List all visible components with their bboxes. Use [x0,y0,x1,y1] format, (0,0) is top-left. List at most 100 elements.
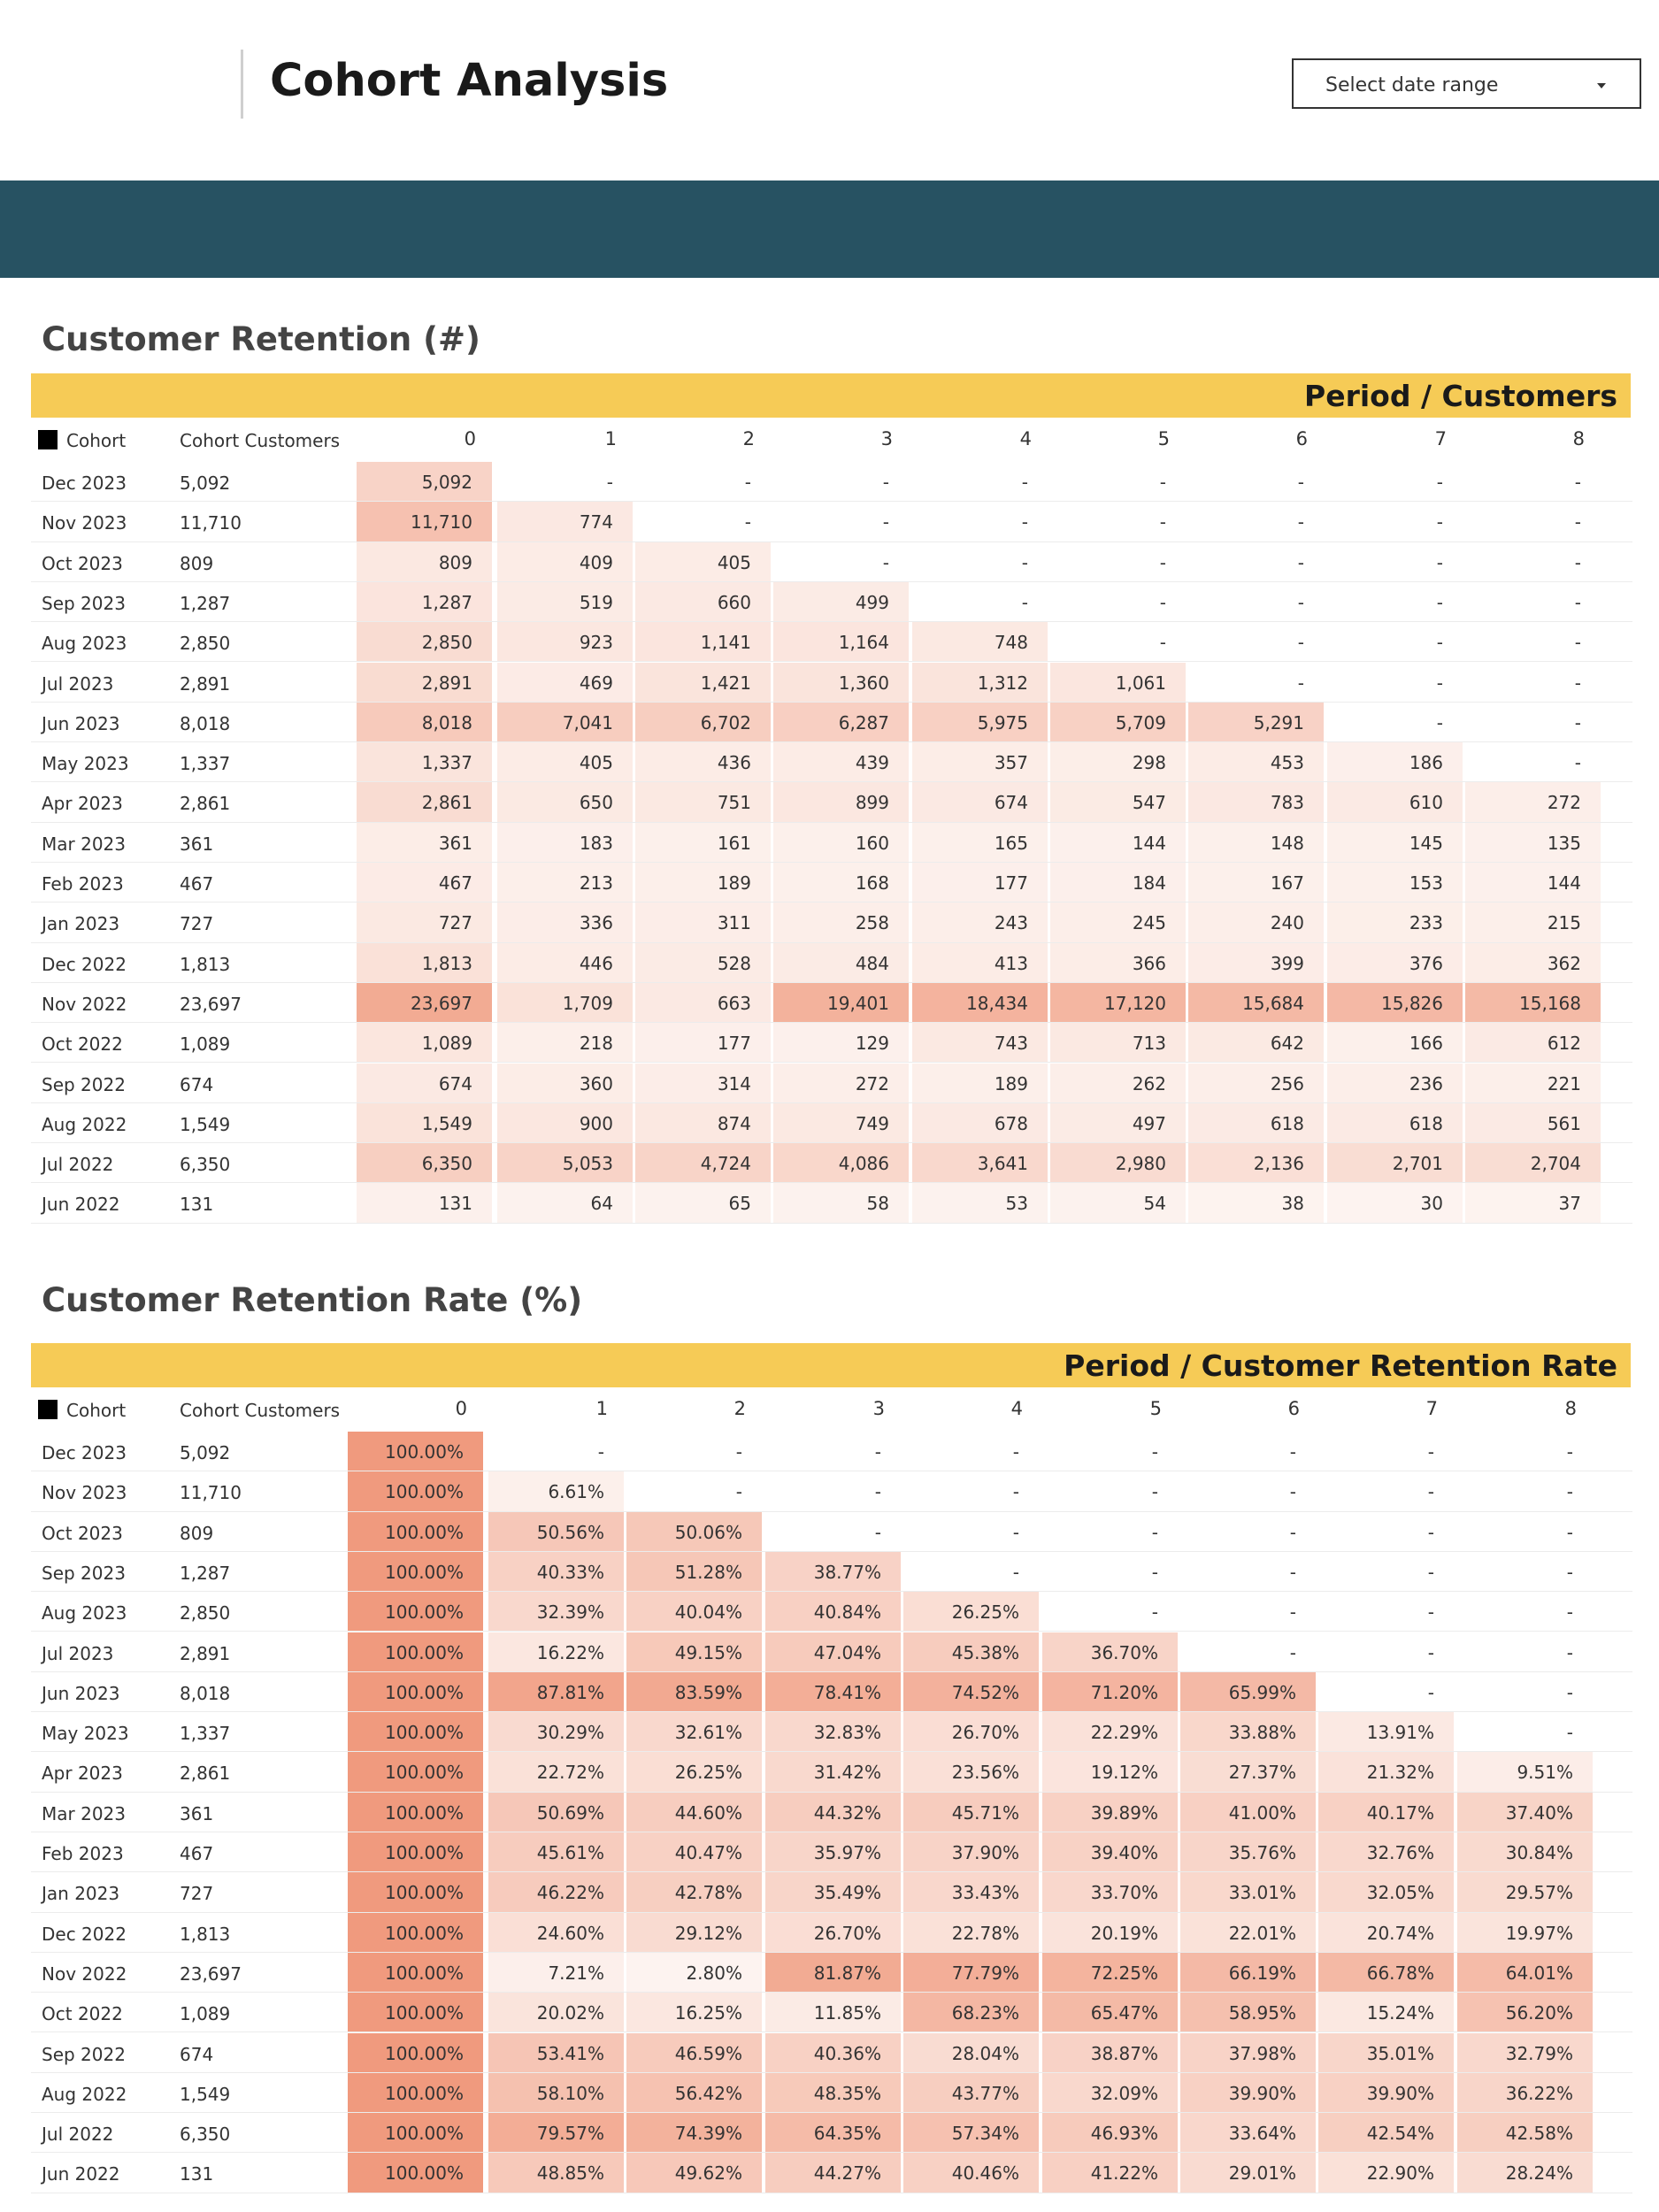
cell-period-5: 72.25% [1042,1952,1178,1993]
cell-period-7: - [1436,472,1443,493]
cell-period-4: 26.70% [903,1712,1039,1752]
cell-period-7: 145 [1327,822,1463,862]
cell-period-7: 153 [1327,863,1463,902]
cell-period-4: - [1012,1481,1019,1503]
cell-period-4: 22.78% [903,1912,1039,1952]
cell-period-0: 1,549 [357,1102,492,1143]
cell-period-7: - [1427,1641,1434,1663]
date-range-placeholder: Select date range [1325,74,1499,96]
cell-period-2: 1,141 [635,622,771,662]
header-cohort-customers: Cohort Customers [180,430,341,451]
row-cohort: May 2023 [42,753,129,775]
retention-count-period-bar: Period / Customers [31,373,1631,418]
cell-period-7: - [1436,591,1443,613]
retention-rate-period-bar: Period / Customer Retention Rate [31,1343,1631,1387]
cell-period-6: 148 [1188,822,1324,862]
cell-period-6: - [1297,672,1304,694]
row-cohort: Dec 2022 [42,1923,127,1945]
cell-period-8: 37.40% [1457,1792,1593,1832]
header-period-1: 1 [604,428,617,449]
cell-period-1: 64 [497,1183,633,1223]
cell-period-0: 100.00% [348,1551,483,1592]
row-cohort: Dec 2022 [42,953,127,975]
cell-period-0: 1,287 [357,581,492,622]
cell-period-0: 8,018 [357,702,492,742]
cell-period-4: 189 [912,1063,1048,1102]
table-row: Dec 2023 5,092 100.00% - - - - - - - - [31,1432,1632,1472]
cell-period-6: 15,684 [1188,982,1324,1023]
cell-period-1: 87.81% [488,1671,624,1712]
cell-period-5: 65.47% [1042,1993,1178,2032]
cell-period-4: 165 [912,822,1048,862]
row-cohort: Oct 2022 [42,1033,123,1056]
row-cohort-customers: 1,337 [180,1723,231,1745]
table-row: Jun 2023 8,018 8,018 7,041 6,702 6,287 5,975 5,… [31,702,1632,743]
cell-period-6: - [1289,1641,1296,1663]
row-cohort-customers: 2,891 [180,1642,231,1664]
cell-period-6: - [1297,511,1304,534]
cell-period-6: 29.01% [1180,2153,1316,2193]
table-row: Oct 2022 1,089 1,089 218 177 129 743 713 642 166 6… [31,1023,1632,1064]
cell-period-0: 100.00% [348,1632,483,1671]
table-row: Dec 2022 1,813 100.00% 24.60% 29.12% 26.70% 22… [31,1912,1632,1953]
row-cohort-customers: 1,089 [180,2003,231,2025]
cell-period-3: - [882,511,889,534]
table-row: Dec 2023 5,092 5,092 - - - - - - - - [31,462,1632,503]
row-cohort-customers: 1,813 [180,953,231,975]
row-cohort-customers: 727 [180,1883,214,1905]
header-period-4: 4 [1019,428,1032,449]
cell-period-2: 32.61% [626,1712,762,1752]
row-cohort-customers: 2,891 [180,672,231,695]
header-period-0: 0 [455,1398,467,1419]
cell-period-0: 2,850 [357,622,492,662]
header-period-6: 6 [1295,428,1308,449]
row-cohort-customers: 23,697 [180,993,242,1015]
cell-period-3: 484 [773,942,909,982]
cell-period-5: 36.70% [1042,1632,1178,1671]
cell-period-8: 221 [1465,1063,1601,1102]
table-row: Feb 2023 467 467 213 189 168 177 184 167 153 144 [31,863,1632,903]
cell-period-4: - [1012,1561,1019,1583]
row-cohort: Aug 2023 [42,1602,127,1624]
date-range-select[interactable]: Select date range [1292,58,1641,109]
cell-period-2: 1,421 [635,662,771,702]
cell-period-3: 160 [773,822,909,862]
cell-period-3: 81.87% [765,1952,901,1993]
cell-period-0: 100.00% [348,2072,483,2113]
cell-period-3: 1,360 [773,662,909,702]
header-period-5: 5 [1157,428,1170,449]
cell-period-2: 46.59% [626,2032,762,2072]
row-cohort-customers: 8,018 [180,712,231,734]
table-row: Sep 2023 1,287 100.00% 40.33% 51.28% 38.77% - -… [31,1551,1632,1593]
cell-period-1: 32.39% [488,1592,624,1632]
row-cohort: Jan 2023 [42,913,120,935]
cell-period-5: - [1159,511,1166,534]
header-divider [241,50,243,119]
cell-period-3: 11.85% [765,1993,901,2032]
cell-period-0: 2,891 [357,662,492,702]
cell-period-1: 7.21% [488,1952,624,1993]
cell-period-4: 57.34% [903,2113,1039,2153]
cell-period-7: 42.54% [1318,2113,1454,2153]
cell-period-4: 28.04% [903,2032,1039,2072]
cell-period-3: 31.42% [765,1752,901,1792]
cell-period-5: 41.22% [1042,2153,1178,2193]
cell-period-2: 6,702 [635,702,771,742]
cell-period-5: 46.93% [1042,2113,1178,2153]
cell-period-4: 45.71% [903,1792,1039,1832]
row-cohort: Jun 2022 [42,2163,120,2185]
cell-period-0: 100.00% [348,1592,483,1632]
table-row: Apr 2023 2,861 2,861 650 751 899 674 547 783 610 2… [31,782,1632,823]
cell-period-2: 2.80% [626,1952,762,1993]
cell-period-1: 53.41% [488,2032,624,2072]
header-period-4: 4 [1010,1398,1023,1419]
table-row: Nov 2023 11,710 100.00% 6.61% - - - - - - - [31,1471,1632,1512]
table-row: Jun 2023 8,018 100.00% 87.81% 83.59% 78.41% 74… [31,1671,1632,1713]
cell-period-8: 28.24% [1457,2153,1593,2193]
row-cohort: Jun 2023 [42,712,120,734]
row-cohort-customers: 11,710 [180,1482,242,1504]
header-cohort: Cohort [66,1400,127,1421]
cell-period-3: 6,287 [773,702,909,742]
header-period-7: 7 [1434,428,1447,449]
header-period-0: 0 [464,428,476,449]
